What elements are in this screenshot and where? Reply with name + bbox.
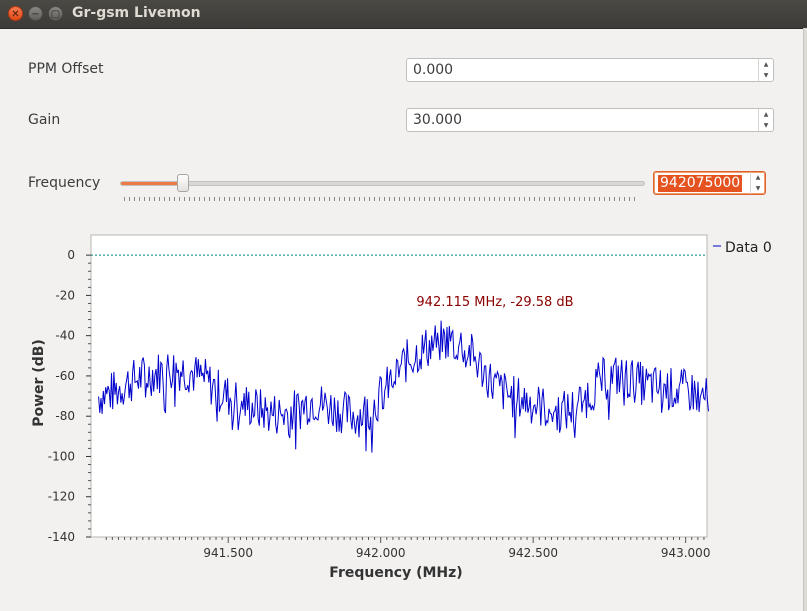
legend-label: Data 0 [725, 240, 772, 256]
y-tick-label: -20 [55, 288, 75, 302]
y-tick-label: -80 [55, 409, 75, 423]
frequency-increment-icon[interactable]: ▲ [755, 174, 761, 181]
y-tick-label: 0 [67, 248, 75, 262]
close-icon[interactable]: ✕ [8, 6, 23, 21]
gain-stepper[interactable]: ▲ ▼ [758, 109, 773, 131]
ppm-offset-stepper[interactable]: ▲ ▼ [758, 59, 773, 81]
frequency-slider-ticks [124, 197, 636, 201]
frequency-value: 942075000 [658, 175, 743, 192]
peak-annotation: 942.115 MHz, -29.58 dB [416, 295, 573, 310]
ppm-decrement-icon[interactable]: ▼ [763, 72, 769, 79]
gain-value: 30.000 [413, 112, 462, 128]
x-tick-label: 941.500 [203, 546, 253, 560]
ppm-offset-value: 0.000 [413, 62, 454, 78]
spectrum-chart[interactable]: 0 -20 -40 -60 -80 -100 -120 -140 941.500 942.000… [0, 225, 800, 585]
maximize-icon[interactable]: ▢ [48, 6, 63, 21]
frequency-decrement-icon[interactable]: ▼ [755, 185, 761, 192]
frequency-spinbox[interactable]: 942075000 ▲ ▼ [653, 171, 766, 195]
ppm-offset-label: PPM Offset [28, 61, 104, 77]
x-tick-label: 942.000 [356, 546, 406, 560]
title-bar: ✕ − ▢ Gr-gsm Livemon [0, 0, 807, 29]
frequency-slider[interactable] [120, 181, 645, 186]
gain-label: Gain [28, 112, 61, 128]
y-tick-label: -40 [55, 329, 75, 343]
frequency-slider-fill [121, 182, 184, 185]
gain-spinbox[interactable]: 30.000 ▲ ▼ [406, 108, 774, 132]
window-title: Gr-gsm Livemon [72, 5, 201, 21]
y-tick-label: -60 [55, 369, 75, 383]
y-tick-label: -120 [48, 490, 75, 504]
gain-increment-icon[interactable]: ▲ [763, 111, 769, 118]
x-tick-label: 943.000 [661, 546, 711, 560]
plot-area[interactable] [90, 234, 708, 538]
ppm-offset-spinbox[interactable]: 0.000 ▲ ▼ [406, 58, 774, 82]
window-edge [803, 28, 807, 611]
y-tick-label: -140 [48, 530, 75, 544]
frequency-stepper[interactable]: ▲ ▼ [750, 172, 765, 194]
x-tick-label: 942.500 [508, 546, 558, 560]
ppm-increment-icon[interactable]: ▲ [763, 61, 769, 68]
frequency-label: Frequency [28, 175, 101, 191]
frequency-slider-handle[interactable] [177, 174, 189, 192]
y-tick-label: -100 [48, 449, 75, 463]
minimize-icon[interactable]: − [28, 6, 43, 21]
y-axis-label: Power (dB) [31, 339, 47, 427]
x-axis-label: Frequency (MHz) [329, 565, 462, 581]
gain-decrement-icon[interactable]: ▼ [763, 122, 769, 129]
spectrum-trace [98, 320, 709, 453]
